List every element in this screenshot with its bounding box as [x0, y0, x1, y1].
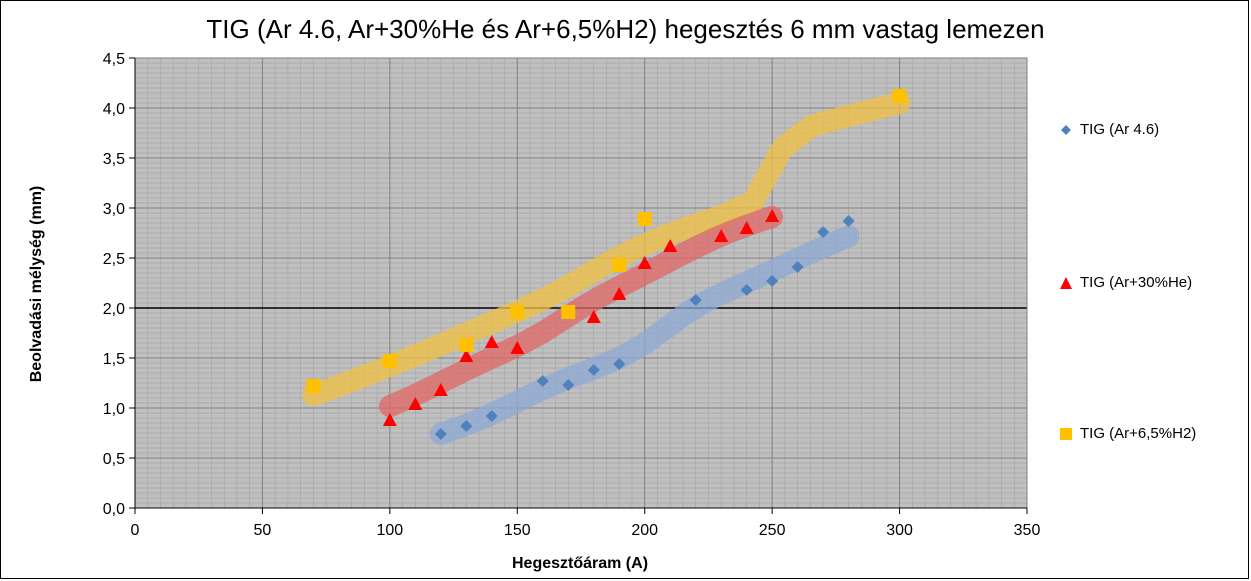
legend-marker-square-icon [1056, 427, 1076, 441]
data-point-series-1 [791, 261, 804, 273]
y-tick-label: 4,5 [103, 51, 125, 68]
chart-title: TIG (Ar 4.6, Ar+30%He és Ar+6,5%H2) hege… [206, 14, 1045, 44]
y-tick-label: 2,0 [103, 301, 125, 318]
data-point-series-3 [459, 338, 474, 352]
y-tick-label: 3,5 [103, 151, 125, 168]
data-point-series-1 [562, 379, 575, 391]
legend-marker-diamond-icon [1056, 123, 1076, 137]
data-point-series-2 [382, 413, 397, 426]
data-point-series-2 [637, 256, 652, 269]
data-point-series-1 [434, 428, 447, 440]
x-tick-label: 100 [377, 522, 404, 539]
trend-band-2 [378, 205, 784, 418]
data-point-series-1 [740, 284, 753, 296]
data-point-series-3 [561, 305, 576, 319]
data-point-series-1 [485, 410, 498, 422]
x-tick-label: 300 [886, 522, 913, 539]
y-tick-label: 4,0 [103, 101, 125, 118]
y-tick-label: 2,5 [103, 251, 125, 268]
data-point-series-1 [587, 364, 600, 376]
legend-item-1: TIG (Ar 4.6) [1056, 121, 1159, 138]
x-tick-label: 350 [1014, 522, 1041, 539]
data-point-series-1 [689, 294, 702, 306]
data-point-series-1 [460, 420, 473, 432]
trend-band-3 [302, 92, 911, 406]
x-axis-label: Hegesztőáram (A) [511, 555, 649, 572]
data-point-series-1 [817, 226, 830, 238]
data-point-series-3 [382, 354, 397, 368]
x-tick-label: 50 [254, 522, 272, 539]
data-point-series-2 [714, 229, 729, 242]
data-point-series-2 [484, 335, 499, 348]
y-tick-label: 3,0 [103, 201, 125, 218]
legend-label: TIG (Ar+30%He) [1080, 274, 1193, 291]
data-point-series-2 [612, 287, 627, 300]
legend-label: TIG (Ar 4.6) [1080, 121, 1160, 138]
data-point-series-2 [408, 397, 423, 410]
data-point-series-2 [765, 209, 780, 222]
data-point-series-2 [459, 349, 474, 362]
y-tick-label: 1,0 [103, 401, 125, 418]
data-point-series-3 [892, 89, 907, 103]
data-point-series-1 [536, 375, 549, 387]
data-point-series-2 [510, 341, 525, 354]
y-tick-label: 0,5 [103, 451, 125, 468]
data-point-series-1 [613, 358, 626, 370]
y-tick-label: 1,5 [103, 351, 125, 368]
legend-item-3: TIG (Ar+6,5%H2) [1056, 425, 1196, 442]
data-point-series-2 [663, 239, 678, 252]
data-point-series-3 [510, 305, 525, 319]
data-point-series-2 [433, 383, 448, 396]
data-point-series-3 [306, 379, 321, 393]
data-point-series-3 [637, 212, 652, 226]
trend-band-1 [429, 225, 860, 445]
data-point-series-3 [612, 258, 627, 272]
data-point-series-2 [739, 221, 754, 234]
y-tick-label: 0,0 [103, 501, 125, 518]
legend-marker-triangle-icon [1056, 276, 1076, 290]
legend-label: TIG (Ar+6,5%H2) [1080, 425, 1197, 442]
data-point-series-1 [842, 215, 855, 227]
x-tick-label: 250 [759, 522, 786, 539]
x-tick-label: 0 [131, 522, 140, 539]
x-tick-label: 200 [631, 522, 658, 539]
data-point-series-1 [766, 275, 779, 287]
legend-item-2: TIG (Ar+30%He) [1056, 274, 1192, 291]
x-tick-label: 150 [504, 522, 531, 539]
data-point-series-2 [586, 310, 601, 323]
